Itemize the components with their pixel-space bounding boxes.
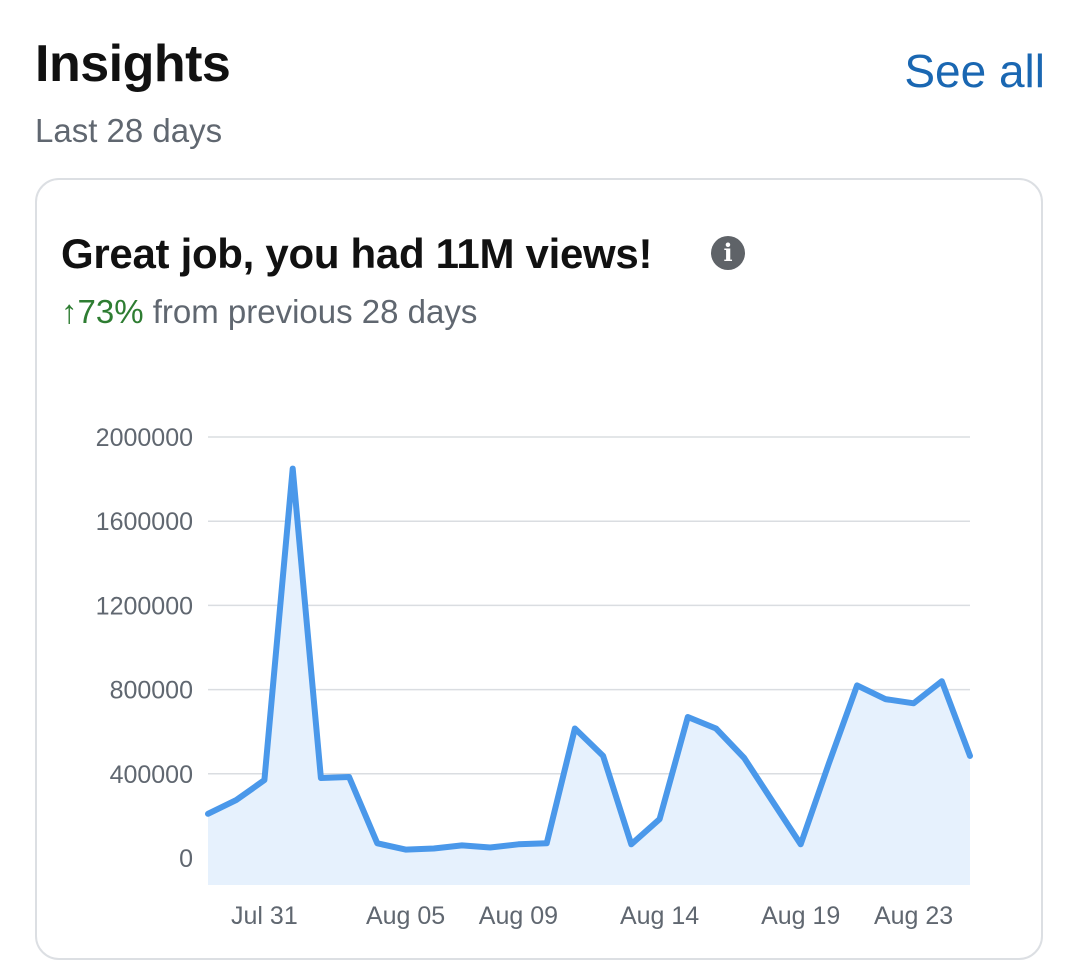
x-axis-ticks: Jul 31 Aug 05 Aug 09 Aug 14 Aug 19 Aug 23: [231, 902, 953, 930]
x-tick-label: Aug 05: [366, 902, 445, 930]
x-tick-label: Aug 23: [874, 902, 953, 930]
insights-title: Insights: [35, 35, 231, 93]
y-tick-label: 1600000: [96, 508, 193, 536]
y-tick-label: 400000: [110, 761, 193, 789]
y-tick-label: 2000000: [96, 424, 193, 452]
series-line: [205, 465, 973, 853]
y-tick-label: 0: [179, 845, 193, 873]
views-headline: Great job, you had 11M views!: [61, 230, 653, 277]
change-percent-value: 73%: [77, 293, 144, 330]
info-icon[interactable]: i: [711, 236, 745, 270]
views-series-line: [205, 465, 973, 853]
change-summary: ↑73% from previous 28 days: [61, 293, 477, 331]
x-tick-label: Aug 09: [479, 902, 558, 930]
x-tick-label: Aug 14: [620, 902, 699, 930]
x-tick-label: Aug 19: [761, 902, 840, 930]
change-percent: ↑73%: [61, 293, 144, 330]
area-fill: [208, 468, 970, 885]
see-all-link[interactable]: See all: [904, 45, 1045, 97]
y-tick-label: 1200000: [96, 592, 193, 620]
up-arrow-icon: ↑: [61, 293, 78, 330]
area-fill-shape: [208, 468, 970, 885]
period-label: Last 28 days: [35, 112, 223, 149]
change-text: from previous 28 days: [143, 293, 478, 330]
y-tick-label: 800000: [110, 677, 193, 705]
y-axis-ticks: 0 400000 800000 1200000 1600000 2000000: [96, 424, 193, 873]
x-tick-label: Jul 31: [231, 902, 298, 930]
